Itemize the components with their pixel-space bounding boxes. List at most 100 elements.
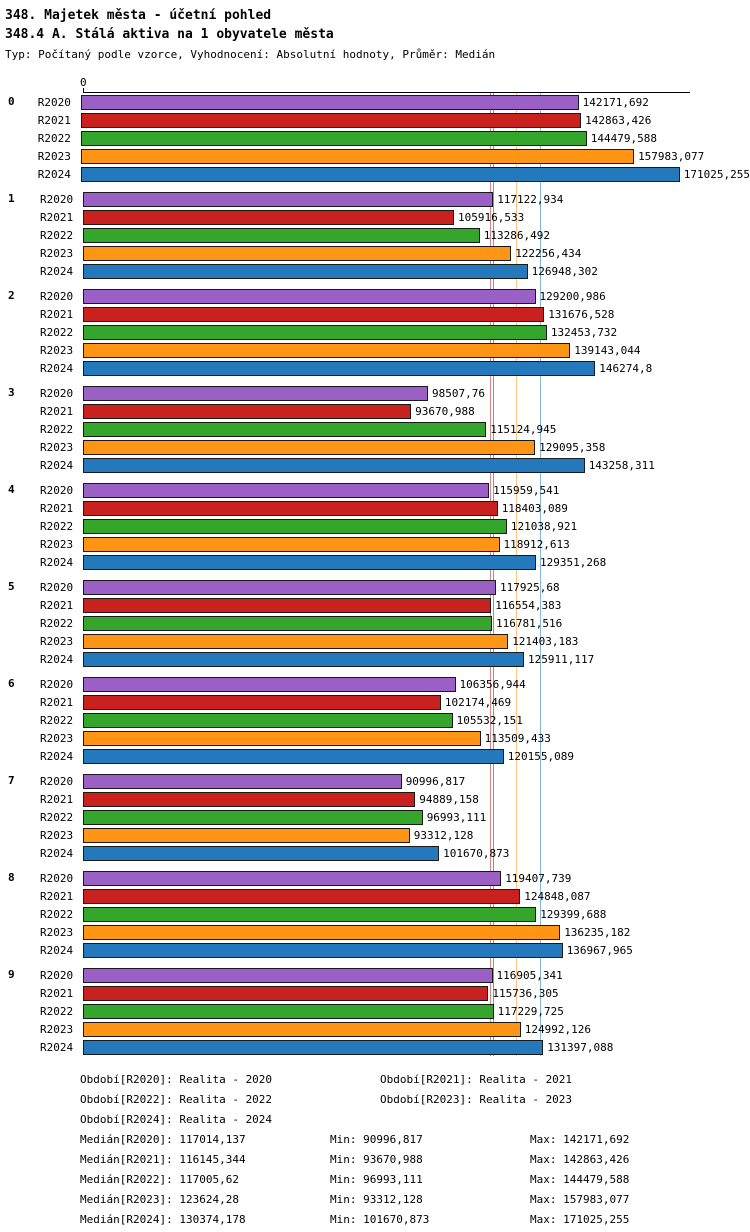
bar — [83, 421, 487, 437]
bar-row: R2020 106356,944 — [40, 675, 750, 693]
bar-row: R2021 93670,988 — [40, 402, 750, 420]
bar-value-label: 120155,089 — [507, 749, 575, 763]
bar-row: R2020 117122,934 — [40, 190, 750, 208]
stat-max: Max: 142863,426 — [530, 1153, 630, 1166]
axis-zero-label: 0 — [80, 76, 87, 89]
series-label: R2022 — [40, 810, 74, 824]
bar-group: 8 R2020 119407,739 R2021 124848,087 R2022 1293… — [0, 869, 750, 959]
stat-max: Max: 157983,077 — [530, 1193, 630, 1206]
bar-row: R2022 116781,516 — [40, 614, 750, 632]
bar — [83, 1003, 494, 1019]
series-label: R2022 — [40, 228, 74, 242]
bar — [83, 209, 454, 225]
series-label: R2024 — [40, 458, 74, 472]
bar — [83, 924, 561, 940]
bar-row: R2024 120155,089 — [40, 747, 750, 765]
bar-row: R2024 136967,965 — [40, 941, 750, 959]
series-label: R2020 — [40, 386, 74, 400]
bar-row: R2023 124992,126 — [40, 1020, 750, 1038]
bar-value-label: 121403,183 — [512, 634, 579, 648]
bar-row: R2020 98507,76 — [40, 384, 750, 402]
stat-min: Min: 96993,111 — [330, 1173, 423, 1186]
bar-value-label: 132453,732 — [550, 325, 618, 339]
bar-row: R2023 93312,128 — [40, 826, 750, 844]
bar-row: R2021 118403,089 — [40, 499, 750, 517]
stat-min: Min: 90996,817 — [330, 1133, 423, 1146]
bar-value-label: 142863,426 — [585, 113, 652, 127]
bar-group: 1 R2020 117122,934 R2021 105916,533 R2022 1132… — [0, 190, 750, 280]
period-row: Období[R2022]: Realita - 2022 Období[R202… — [80, 1090, 750, 1110]
bar — [83, 985, 489, 1001]
bar-value-label: 117229,725 — [497, 1004, 564, 1018]
bar — [83, 827, 410, 843]
series-label: R2024 — [40, 749, 74, 763]
bar-row: R2024 131397,088 — [40, 1038, 750, 1056]
page-meta: Typ: Počítaný podle vzorce, Vyhodnocení:… — [5, 48, 496, 61]
period-row: Období[R2020]: Realita - 2020 Období[R202… — [80, 1070, 750, 1090]
bar-row: R2022 117229,725 — [40, 1002, 750, 1020]
stat-median: Medián[R2024]: 130374,178 — [80, 1213, 246, 1226]
series-label: R2021 — [40, 307, 74, 321]
group-bars: R2020 117122,934 R2021 105916,533 R2022 11328… — [40, 190, 750, 280]
bar-value-label: 98507,76 — [432, 386, 485, 400]
series-label: R2023 — [40, 537, 74, 551]
chart: 0 0 R2020 142171,692 R2021 142863,426 R2022 14… — [0, 76, 750, 1056]
bar-value-label: 101670,873 — [443, 846, 510, 860]
period-legend-item: Období[R2020]: Realita - 2020 — [80, 1073, 273, 1086]
bar-value-label: 157983,077 — [638, 149, 705, 163]
bar — [83, 403, 412, 419]
bar-value-label: 139143,044 — [574, 343, 641, 357]
group-label: 8 — [8, 871, 15, 884]
bar-group: 7 R2020 90996,817 R2021 94889,158 R2022 96993,… — [0, 772, 750, 862]
period-legend-item: Období[R2023]: Realita - 2023 — [380, 1093, 573, 1106]
bar — [83, 457, 585, 473]
series-label: R2020 — [40, 483, 74, 497]
bar-row: R2021 102174,469 — [40, 693, 750, 711]
bar — [83, 579, 496, 595]
series-label: R2023 — [40, 343, 74, 357]
bar-row: R2024 126948,302 — [40, 262, 750, 280]
bar-value-label: 116781,516 — [496, 616, 563, 630]
stat-max: Max: 142171,692 — [530, 1133, 630, 1146]
bar — [83, 360, 596, 376]
bar-row: R2023 136235,182 — [40, 923, 750, 941]
series-label: R2024 — [37, 167, 71, 181]
series-label: R2024 — [40, 361, 74, 375]
stat-median: Medián[R2021]: 116145,344 — [80, 1153, 246, 1166]
group-label: 6 — [8, 677, 15, 690]
group-bars: R2020 115959,541 R2021 118403,089 R2022 12103… — [40, 481, 750, 571]
series-label: R2020 — [37, 95, 71, 109]
bar-row: R2020 117925,68 — [40, 578, 750, 596]
bar-value-label: 129399,688 — [540, 907, 607, 921]
series-label: R2023 — [40, 828, 74, 842]
series-label: R2020 — [40, 677, 74, 691]
bar — [83, 1039, 544, 1055]
x-axis-line — [83, 92, 690, 93]
stat-row: Medián[R2024]: 130374,178 Min: 101670,873… — [80, 1210, 750, 1230]
bar-value-label: 102174,469 — [444, 695, 512, 709]
bar — [83, 288, 536, 304]
bar-row: R2023 118912,613 — [40, 535, 750, 553]
bar-value-label: 146274,8 — [599, 361, 653, 375]
series-label: R2020 — [40, 580, 74, 594]
group-label: 0 — [8, 95, 15, 108]
bar-value-label: 124992,126 — [524, 1022, 592, 1036]
chart-groups: 0 R2020 142171,692 R2021 142863,426 R2022 1444… — [0, 93, 750, 1056]
bar-row: R2022 113286,492 — [40, 226, 750, 244]
series-label: R2021 — [40, 695, 74, 709]
report-header: 348. Majetek města - účetní pohled 348.4… — [0, 0, 750, 61]
bar — [83, 791, 416, 807]
bar-value-label: 136967,965 — [566, 943, 633, 957]
bar — [83, 245, 512, 261]
group-bars: R2020 98507,76 R2021 93670,988 R2022 115124,9… — [40, 384, 750, 474]
bar-row: R2022 121038,921 — [40, 517, 750, 535]
bar-value-label: 122256,434 — [515, 246, 582, 260]
bar-value-label: 136235,182 — [564, 925, 631, 939]
bar — [83, 712, 453, 728]
group-label: 9 — [8, 968, 15, 981]
bar — [83, 385, 428, 401]
bar — [83, 439, 536, 455]
bar-row: R2024 143258,311 — [40, 456, 750, 474]
bar-value-label: 131676,528 — [548, 307, 615, 321]
bar-value-label: 93670,988 — [415, 404, 475, 418]
